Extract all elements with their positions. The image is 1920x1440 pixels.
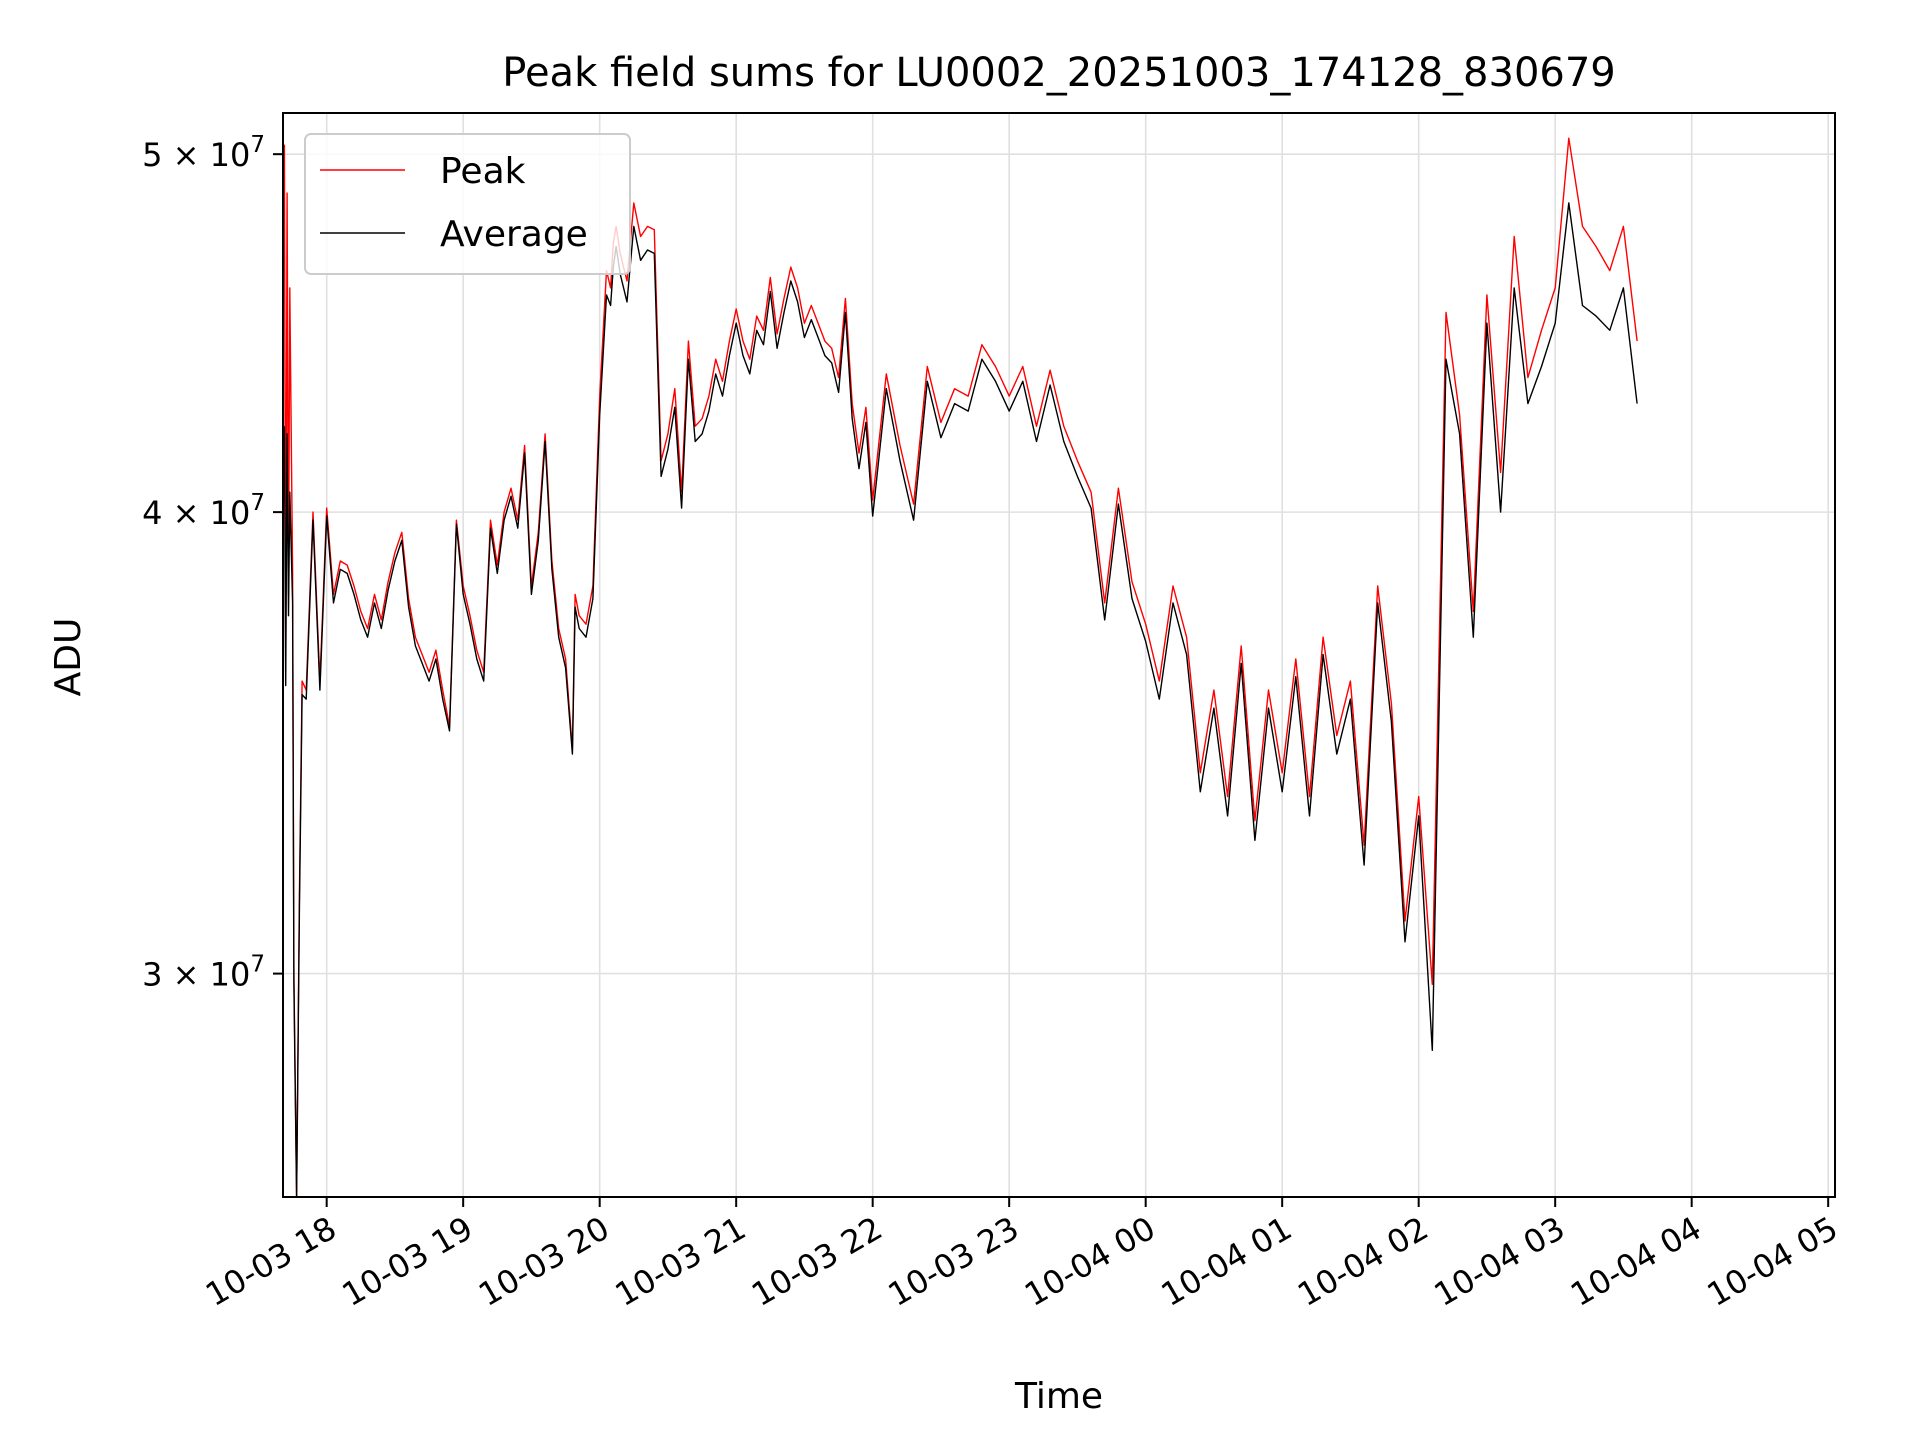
y-tick-label: 3 × 107 [142,952,265,994]
chart-title: Peak field sums for LU0002_20251003_1741… [502,50,1616,96]
y-tick-label: 5 × 107 [142,132,265,174]
legend: Peak Average [304,133,631,275]
x-axis-label: Time [1014,1376,1103,1417]
legend-label-peak: Peak [440,151,526,192]
legend-box [304,133,631,275]
y-tick-label: 4 × 107 [142,490,265,532]
plot-frame [282,112,1836,1198]
grid [283,113,1835,1197]
y-axis-label: ADU [48,618,89,697]
y-axis: 3 × 107 4 × 107 5 × 107 [142,132,283,994]
series-line-peak [283,137,1638,1198]
series-line-average [283,202,1638,1198]
series-lines [283,137,1638,1198]
legend-label-average: Average [440,214,588,255]
